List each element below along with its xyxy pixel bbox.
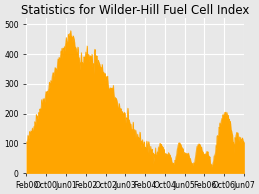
Title: Statistics for Wilder-Hill Fuel Cell Index: Statistics for Wilder-Hill Fuel Cell Ind… — [21, 4, 249, 17]
